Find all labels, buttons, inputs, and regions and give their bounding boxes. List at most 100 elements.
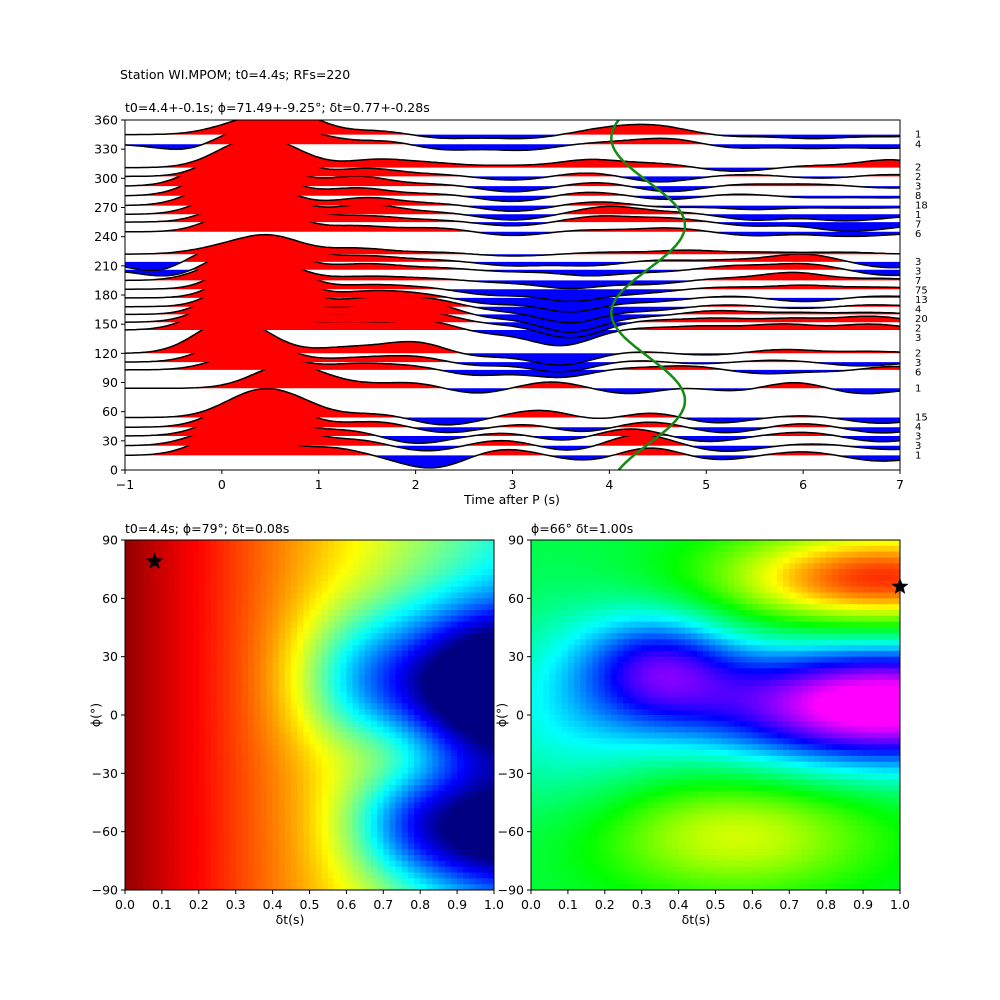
heatmap-cell [629,598,637,605]
heatmap-cell [309,831,317,839]
heatmap-cell [266,715,274,722]
heatmap-cell [463,755,470,763]
heatmap-cell [260,639,268,646]
heatmap-cell [469,621,477,629]
heatmap-cell [555,855,563,862]
heatmap-cell [217,569,224,576]
heatmap-cell [438,697,446,704]
heatmap-cell [204,598,212,605]
heatmap-cell [420,726,427,734]
heatmap-cell [543,802,551,809]
heatmap-cell [414,715,421,722]
heatmap-cell [291,796,298,804]
heatmap-cell [155,645,163,652]
heatmap-cell [383,755,391,763]
heatmap-cell [610,726,618,734]
heatmap-cell [364,662,372,669]
heatmap-cell [211,790,218,798]
heatmap-cell [457,551,464,559]
heatmap-cell [469,633,477,640]
heatmap-cell [248,750,255,757]
heatmap-cell [580,557,587,564]
heatmap-cell [531,715,538,722]
heatmap-cell [549,697,557,704]
heatmap-cell [315,755,323,763]
heatmap-cell [377,674,384,681]
heatmap-cell [383,569,391,576]
heatmap-cell [223,843,231,850]
heatmap-cell [235,639,243,646]
heatmap-cell [248,615,255,623]
heatmap-cell [143,645,151,652]
heatmap-cell [395,621,403,629]
heatmap-cell [155,878,163,885]
heatmap-cell [346,592,354,599]
heatmap-cell [389,732,397,739]
heatmap-cell [487,849,494,856]
heatmap-cell [278,855,286,862]
heatmap-cell [586,645,594,652]
heatmap-cell [137,615,145,623]
heatmap-cell [321,650,329,658]
heatmap-cell [537,633,544,640]
rf-count-label: 18 [915,201,928,212]
heatmap-cell [241,615,249,623]
heatmap-cell [198,755,206,763]
heatmap-cell [598,650,606,658]
heatmap-cell [389,703,397,710]
heatmap-cell [260,650,268,658]
heatmap-cell [327,726,335,734]
heatmap-cell [291,697,298,704]
heatmap-cell [143,563,151,570]
heatmap-cell [125,633,132,640]
heatmap-cell [204,592,212,599]
heatmap-cell [204,808,212,815]
heatmap-cell [346,738,354,745]
heatmap-cell [180,761,188,769]
heatmap-cell [561,750,569,757]
heatmap-cell [537,820,544,827]
heatmap-cell [469,843,477,850]
heatmap-cell [561,680,569,687]
heatmap-cell [192,884,200,890]
heatmap-cell [192,709,200,716]
heatmap-cell [278,796,286,804]
heatmap-cell [149,750,157,757]
heatmap-cell [125,785,132,792]
heatmap-cell [623,545,630,553]
heatmap-cell [161,855,169,862]
heatmap-cell [327,790,335,798]
heatmap-cell [604,796,612,804]
heatmap-cell [531,598,538,605]
heatmap-cell [487,744,494,751]
heatmap-cell [555,843,563,850]
heatmap-cell [180,627,188,634]
heatmap-cell [426,843,434,850]
heatmap-cell [629,790,637,798]
heatmap-cell [321,779,329,786]
heatmap-cell [204,849,212,856]
heatmap-cell [463,645,470,652]
heatmap-cell [647,557,655,564]
heatmap-cell [211,592,218,599]
heatmap-cell [303,621,311,629]
heatmap-cell [315,575,323,582]
heatmap-cell [278,843,286,850]
heatmap-cell [629,697,637,704]
heatmap-cell [561,720,569,728]
heatmap-cell [272,849,280,856]
heatmap-cell [567,715,575,722]
heatmap-cell [131,872,138,879]
heatmap-cell [537,610,544,617]
heatmap-cell [143,849,151,856]
heatmap-cell [617,825,624,833]
heatmap-cell [303,808,311,815]
heatmap-cell [438,580,446,588]
heatmap-cell [463,656,470,664]
heatmap-cell [383,843,391,850]
heatmap-cell [217,796,224,804]
heatmap-cell [635,709,643,716]
heatmap-cell [623,685,630,693]
heatmap-cell [291,645,298,652]
heatmap-cell [377,621,384,629]
